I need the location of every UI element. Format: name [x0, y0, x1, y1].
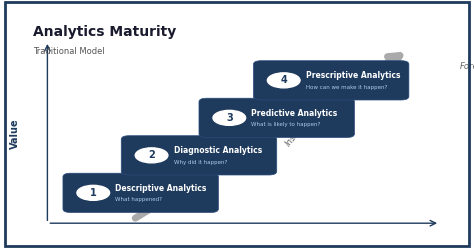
FancyBboxPatch shape [63, 173, 219, 213]
Text: 3: 3 [226, 113, 233, 123]
Text: Diagnostic Analytics: Diagnostic Analytics [173, 146, 262, 155]
Text: Value: Value [10, 119, 20, 149]
Text: Prescriptive Analytics: Prescriptive Analytics [306, 71, 401, 80]
Circle shape [213, 110, 246, 125]
Circle shape [135, 148, 168, 163]
Text: Predictive Analytics: Predictive Analytics [251, 109, 337, 118]
Circle shape [267, 73, 300, 88]
FancyBboxPatch shape [121, 136, 277, 175]
Text: 1: 1 [90, 188, 97, 198]
Text: Insight: Insight [284, 120, 309, 148]
Text: Hindsight: Hindsight [179, 169, 211, 206]
FancyBboxPatch shape [199, 98, 355, 137]
Text: Foresight: Foresight [459, 62, 474, 71]
Text: What happened?: What happened? [115, 197, 163, 202]
Text: How can we make it happen?: How can we make it happen? [306, 85, 387, 90]
FancyBboxPatch shape [254, 61, 409, 100]
Text: What is likely to happen?: What is likely to happen? [251, 122, 321, 127]
Text: Descriptive Analytics: Descriptive Analytics [115, 184, 207, 193]
Circle shape [77, 185, 109, 200]
Text: Analytics Maturity: Analytics Maturity [33, 25, 176, 39]
Text: Why did it happen?: Why did it happen? [173, 160, 227, 165]
Text: 2: 2 [148, 150, 155, 160]
Text: Traditional Model: Traditional Model [33, 47, 105, 56]
Text: 4: 4 [280, 75, 287, 85]
